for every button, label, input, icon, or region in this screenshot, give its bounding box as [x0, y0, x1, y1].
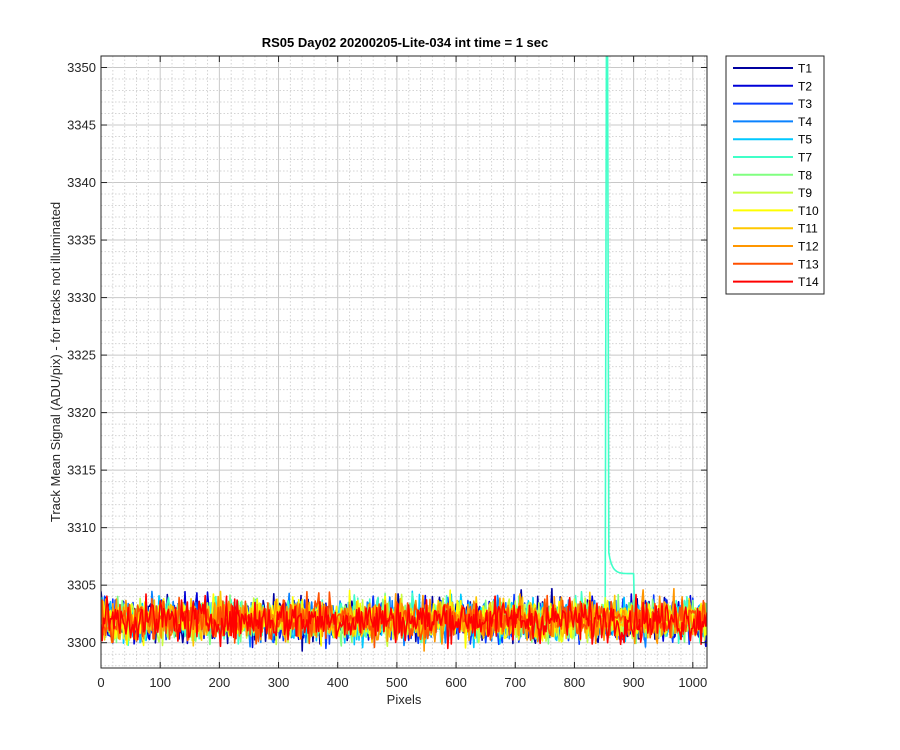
legend-label-t7: T7 [798, 151, 812, 165]
y-tick-label: 3325 [67, 348, 96, 363]
legend-label-t4: T4 [798, 115, 812, 129]
legend-label-t10: T10 [798, 204, 819, 218]
y-tick-label: 3345 [67, 118, 96, 133]
x-tick-label: 900 [623, 675, 645, 690]
x-axis-ticks: 0 100 200 300 400 500 600 700 800 900 1000 [97, 56, 707, 690]
y-axis-label: Track Mean Signal (ADU/pix) - for tracks… [48, 202, 63, 522]
legend-label-t1: T1 [798, 62, 812, 76]
series-line-t13 [101, 590, 707, 649]
legend-label-t9: T9 [798, 186, 812, 200]
x-axis-label: Pixels [387, 692, 422, 707]
x-tick-label: 200 [209, 675, 231, 690]
plot-frame [100, 55, 708, 669]
legend-label-t14: T14 [798, 275, 819, 289]
legend-label-t13: T13 [798, 257, 819, 271]
y-axis-ticks: 3300 3305 3310 3315 3320 3325 3330 3335 3340 3345… [67, 60, 707, 650]
x-tick-label: 0 [97, 675, 104, 690]
y-tick-label: 3340 [67, 175, 96, 190]
x-tick-label: 600 [445, 675, 467, 690]
x-tick-label: 700 [504, 675, 526, 690]
legend-label-t3: T3 [798, 97, 812, 111]
legend-label-t8: T8 [798, 168, 812, 182]
y-tick-label: 3320 [67, 405, 96, 420]
y-tick-label: 3335 [67, 233, 96, 248]
legend-label-t11: T11 [798, 222, 818, 236]
legend-label-t5: T5 [798, 133, 812, 147]
legend-label-t12: T12 [798, 240, 819, 254]
x-tick-label: 100 [149, 675, 171, 690]
y-tick-label: 3315 [67, 463, 96, 478]
y-tick-label: 3310 [67, 520, 96, 535]
x-tick-label: 400 [327, 675, 349, 690]
y-tick-label: 3330 [67, 290, 96, 305]
legend: T1 T2 T3 T4 T5 T7 T8 T9 T10 T11 T12 T13 T14 [725, 55, 825, 295]
series-lines [101, 56, 707, 652]
y-tick-label: 3300 [67, 635, 96, 650]
x-tick-label: 300 [268, 675, 290, 690]
x-tick-label: 500 [386, 675, 408, 690]
legend-label-t2: T2 [798, 79, 812, 93]
series-line-t14 [101, 593, 707, 650]
chart-title: RS05 Day02 20200205-Lite-034 int time = … [262, 35, 549, 50]
x-tick-label: 800 [564, 675, 586, 690]
x-tick-label: 1000 [678, 675, 707, 690]
y-tick-label: 3350 [67, 60, 96, 75]
y-tick-label: 3305 [67, 578, 96, 593]
